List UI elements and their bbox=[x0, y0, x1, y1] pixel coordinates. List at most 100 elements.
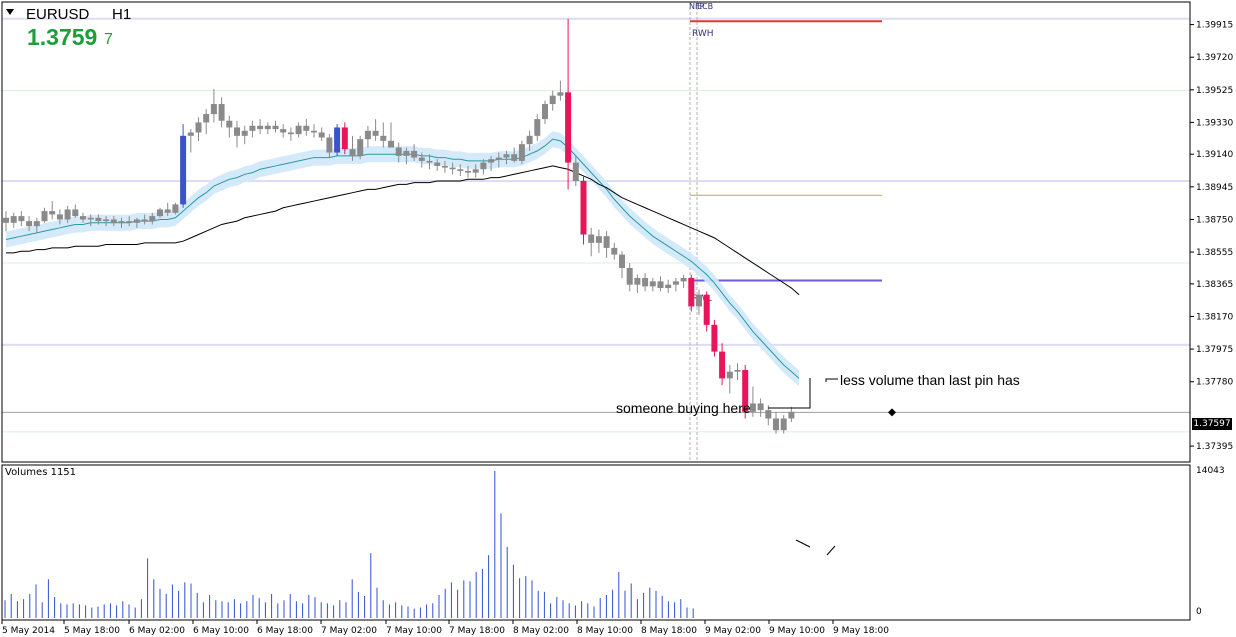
y-tick-label: 1.39140 bbox=[1196, 150, 1233, 160]
candle-body bbox=[603, 236, 610, 248]
candle-body bbox=[257, 125, 264, 130]
ema-band bbox=[6, 131, 800, 387]
candle-body bbox=[418, 157, 425, 161]
candle-body bbox=[49, 211, 56, 215]
candle-body bbox=[33, 221, 40, 227]
rwh-label: RWH bbox=[692, 29, 714, 39]
volume-panel-frame bbox=[1, 464, 1191, 621]
candle-body bbox=[657, 281, 664, 289]
annotation-lines bbox=[768, 378, 838, 556]
y-tick-label: 1.37780 bbox=[1196, 378, 1233, 388]
y-tick-label: 1.38170 bbox=[1196, 312, 1233, 322]
y-tick-label: 1.38750 bbox=[1196, 215, 1233, 225]
grid-lines bbox=[2, 17, 1190, 433]
volume-compare-mark-1 bbox=[795, 539, 811, 548]
candle-body bbox=[488, 159, 495, 163]
y-tick-label: 1.39330 bbox=[1196, 118, 1233, 128]
candle-body bbox=[249, 125, 256, 131]
candle-body bbox=[95, 217, 102, 222]
candle-body bbox=[26, 221, 33, 227]
candle-body bbox=[218, 104, 225, 121]
x-tick-label: 5 May 2014 bbox=[2, 626, 55, 636]
x-tick-label: 6 May 10:00 bbox=[193, 626, 249, 636]
collapse-arrow-icon[interactable] bbox=[6, 9, 14, 15]
x-tick-label: 7 May 10:00 bbox=[386, 626, 442, 636]
candle-body bbox=[465, 170, 471, 173]
annotation-volume: less volume than last pin has bbox=[840, 372, 1020, 388]
candle-body bbox=[434, 162, 441, 166]
candle-body bbox=[734, 370, 741, 372]
price-levels: RWHRWLNFPECB bbox=[2, 2, 1190, 462]
candle-body bbox=[210, 104, 217, 115]
ema-band-fill bbox=[6, 131, 800, 387]
candle-body bbox=[364, 130, 371, 140]
candle-body bbox=[157, 209, 163, 217]
candle-body bbox=[503, 154, 510, 158]
x-tick-label: 5 May 18:00 bbox=[64, 626, 120, 636]
candle-body bbox=[788, 411, 795, 419]
candle-body bbox=[264, 125, 271, 130]
candle-body bbox=[72, 209, 79, 217]
candle-body bbox=[696, 294, 702, 307]
candle-body bbox=[141, 219, 148, 222]
candle-body bbox=[164, 209, 171, 213]
candle-body bbox=[611, 247, 618, 255]
candle-body bbox=[334, 127, 341, 153]
candle-body bbox=[18, 216, 25, 222]
x-tick-label: 6 May 02:00 bbox=[129, 626, 185, 636]
y-tick-label: 1.38365 bbox=[1196, 280, 1233, 290]
candle-body bbox=[326, 137, 333, 153]
candle-body bbox=[773, 418, 779, 431]
candle-body bbox=[341, 127, 348, 150]
candle-body bbox=[403, 150, 410, 156]
candle-body bbox=[280, 129, 287, 133]
candle-body bbox=[572, 162, 579, 181]
x-tick-label: 9 May 18:00 bbox=[833, 626, 889, 636]
candle-body bbox=[480, 162, 487, 170]
volume-zero-label: 0 bbox=[1196, 607, 1202, 617]
candle-body bbox=[203, 114, 210, 123]
candle-body bbox=[749, 403, 756, 412]
y-tick-label: 1.38555 bbox=[1196, 248, 1233, 258]
candle-body bbox=[87, 217, 94, 220]
candle-body bbox=[742, 370, 749, 412]
candle-body bbox=[557, 92, 564, 96]
candle-body bbox=[688, 278, 695, 307]
volume-compare-mark-2 bbox=[826, 545, 836, 556]
candle-body bbox=[287, 132, 294, 135]
x-tick-label: 6 May 18:00 bbox=[257, 626, 313, 636]
candle-body bbox=[357, 139, 364, 156]
candle-body bbox=[103, 219, 110, 222]
candle-body bbox=[133, 219, 140, 223]
candle-body bbox=[642, 278, 649, 287]
volume-max-label: 14043 bbox=[1196, 466, 1225, 476]
candle-body bbox=[649, 281, 656, 287]
candle-body bbox=[441, 165, 448, 168]
x-tick-label: 9 May 02:00 bbox=[705, 626, 761, 636]
candle-body bbox=[64, 209, 71, 220]
candle-body bbox=[318, 132, 325, 138]
candle-body bbox=[303, 125, 310, 131]
candle-body bbox=[665, 284, 672, 289]
candle-body bbox=[388, 140, 394, 148]
candle-body bbox=[372, 130, 379, 136]
nfp-label: NFP bbox=[689, 2, 705, 11]
price-panel-frame bbox=[1, 1, 1191, 463]
annotation-volume-line bbox=[825, 378, 838, 382]
candle-body bbox=[80, 216, 86, 220]
candle-body bbox=[449, 167, 456, 170]
candle-body bbox=[195, 122, 202, 133]
y-tick-label: 1.39720 bbox=[1196, 53, 1233, 63]
candle-body bbox=[395, 147, 402, 156]
candle-body bbox=[110, 219, 117, 223]
current-price-tag: 1.37597 bbox=[1192, 418, 1232, 430]
volume-bars bbox=[4, 471, 694, 618]
candle-body bbox=[495, 157, 502, 160]
y-tick-label: 1.37975 bbox=[1196, 345, 1233, 355]
x-tick-label: 9 May 10:00 bbox=[769, 626, 825, 636]
candle-body bbox=[149, 216, 156, 222]
candle-body bbox=[549, 95, 556, 105]
y-tick-label: 1.38945 bbox=[1196, 183, 1233, 193]
